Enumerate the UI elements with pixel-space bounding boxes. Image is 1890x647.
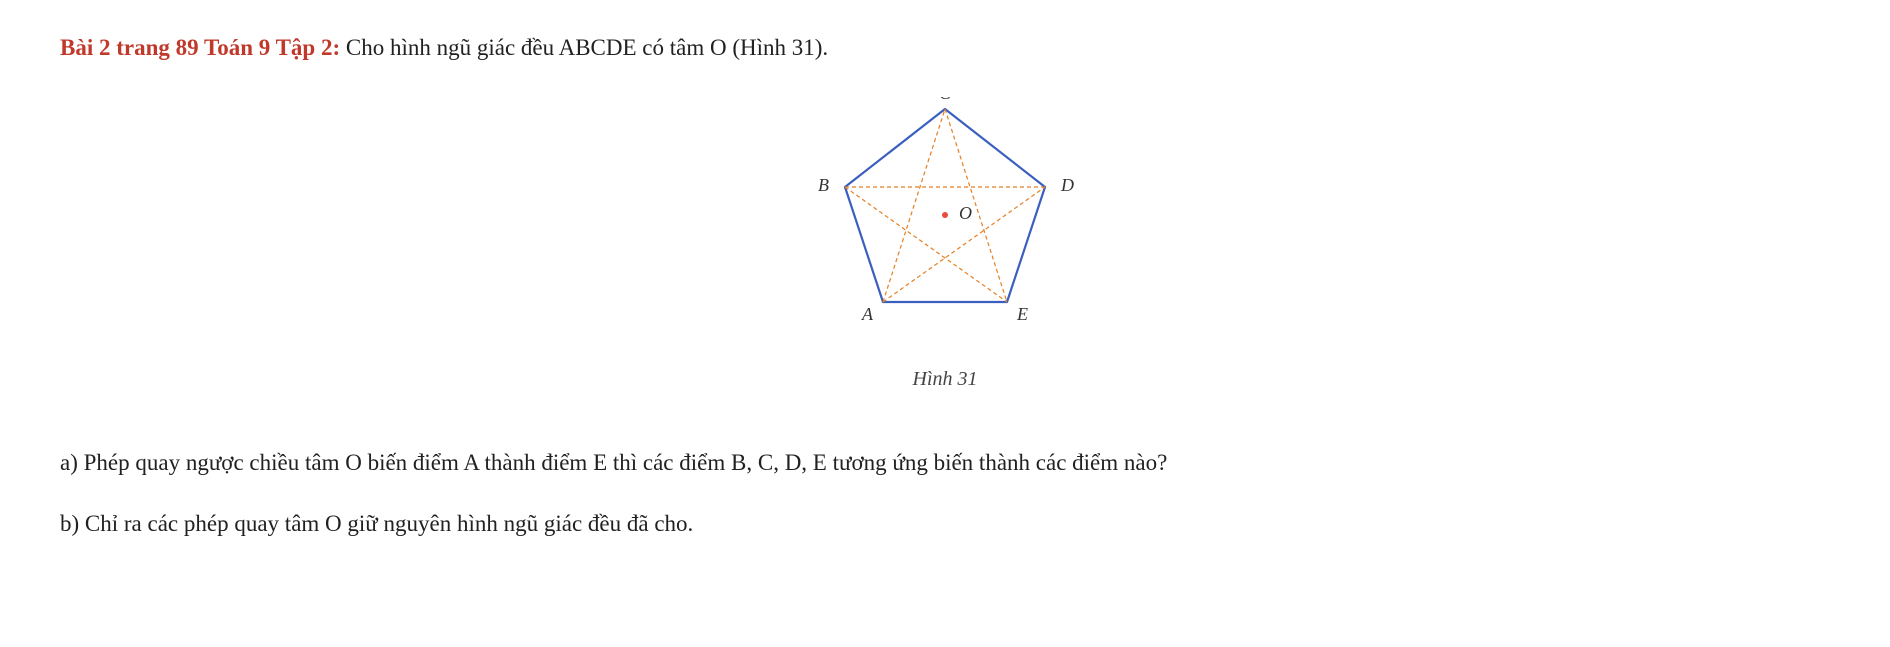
svg-text:O: O (959, 203, 972, 223)
svg-text:D: D (1060, 175, 1074, 195)
figure-container: C D E A B O Hình 31 (60, 97, 1830, 391)
problem-prompt: Cho hình ngũ giác đều ABCDE có tâm O (Hì… (340, 35, 828, 60)
question-b: b) Chỉ ra các phép quay tâm O giữ nguyên… (60, 502, 1830, 546)
svg-text:B: B (818, 175, 829, 195)
question-a: a) Phép quay ngược chiều tâm O biến điểm… (60, 441, 1830, 485)
figure-caption: Hình 31 (60, 368, 1830, 391)
pentagon-figure: C D E A B O (815, 97, 1075, 357)
problem-title: Bài 2 trang 89 Toán 9 Tập 2: (60, 35, 340, 60)
svg-text:E: E (1016, 304, 1028, 324)
svg-text:C: C (939, 97, 952, 103)
svg-text:A: A (861, 304, 874, 324)
